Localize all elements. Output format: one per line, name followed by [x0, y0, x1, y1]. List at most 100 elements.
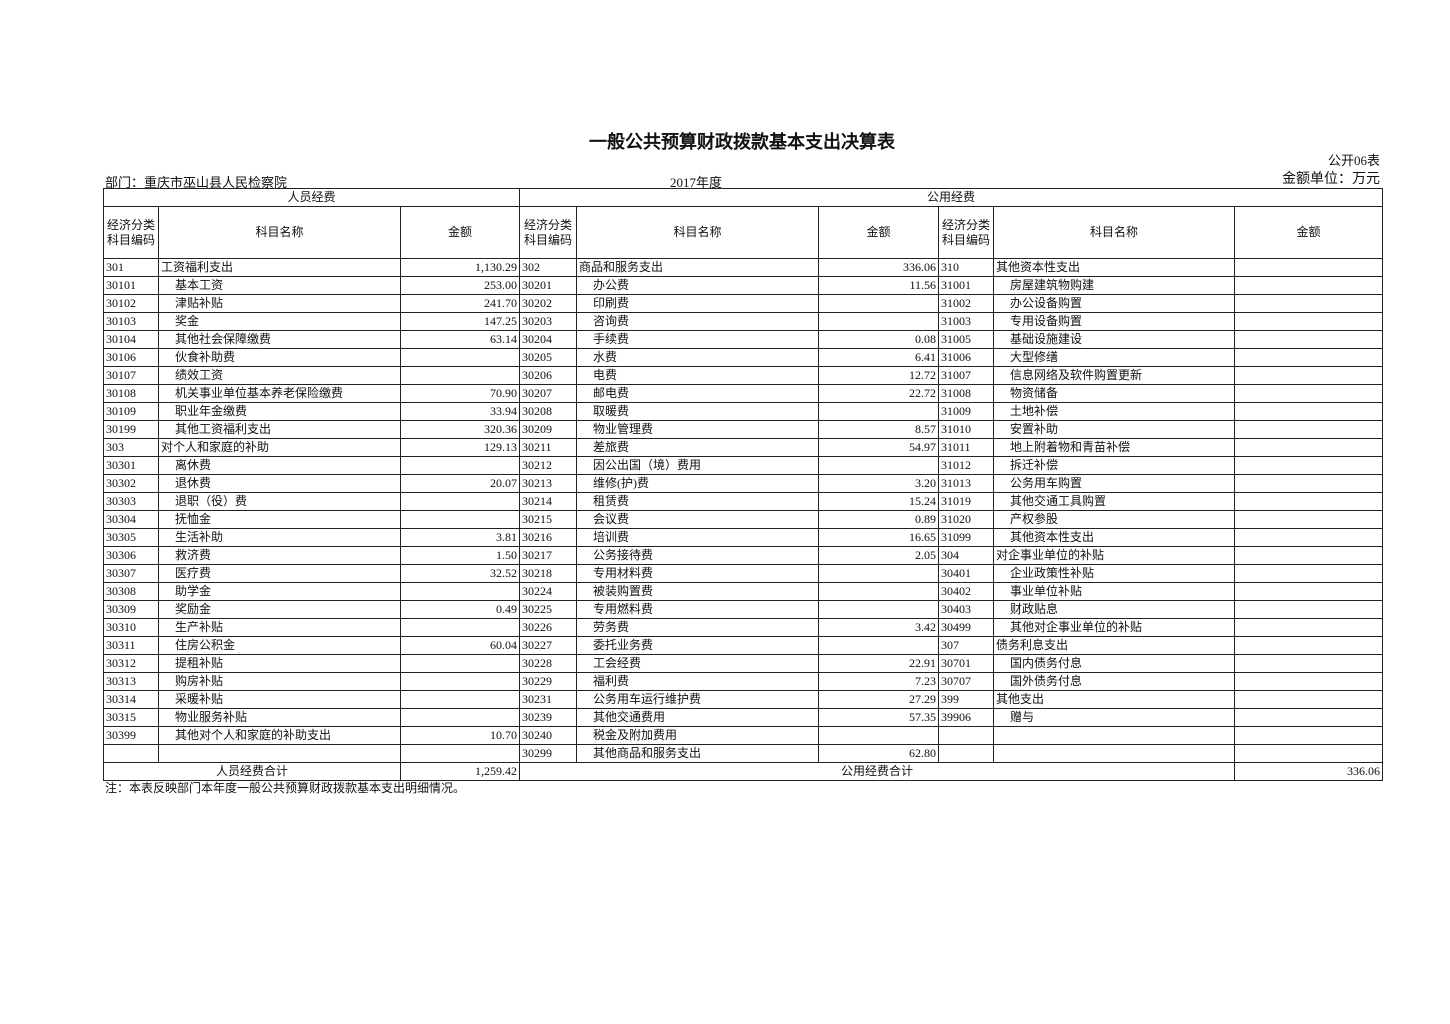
amount-cell — [1234, 330, 1383, 349]
amount-cell: 0.08 — [818, 330, 939, 349]
code-cell: 30201 — [519, 276, 577, 295]
amount-cell — [1234, 744, 1383, 763]
name-cell: 专用材料费 — [576, 564, 819, 583]
table-row: 30304 抚恤金 30215 会议费 0.89 31020 产权参股 — [103, 510, 1383, 529]
amount-cell: 0.89 — [818, 510, 939, 529]
table-row: 30101 基本工资 253.00 30201 办公费 11.56 31001 房屋建筑物购建 — [103, 276, 1383, 295]
name-cell: 被装购置费 — [576, 582, 819, 601]
name-cell: 采暖补贴 — [158, 690, 401, 709]
code-cell: 30209 — [519, 420, 577, 439]
name-cell: 债务利息支出 — [993, 636, 1235, 655]
name-cell: 财政贴息 — [993, 600, 1235, 619]
year: 2017年度 — [670, 175, 723, 190]
code-cell: 31001 — [938, 276, 994, 295]
amount-cell: 7.23 — [818, 672, 939, 691]
table-row: 30102 津贴补贴 241.70 30202 印刷费 31002 办公设备购置 — [103, 294, 1383, 313]
amount-cell — [1234, 546, 1383, 565]
table-row: 人员经费合计 1,259.42 公用经费合计 336.06 — [103, 762, 1383, 781]
amount-cell — [818, 564, 939, 583]
code-cell: 30215 — [519, 510, 577, 529]
name-cell: 奖励金 — [158, 600, 401, 619]
name-cell: 其他资本性支出 — [993, 528, 1235, 547]
amount-cell — [1234, 384, 1383, 403]
table-row: 30399 其他对个人和家庭的补助支出 10.70 30240 税金及附加费用 — [103, 726, 1383, 745]
name-cell: 差旅费 — [576, 438, 819, 457]
amount-cell — [1234, 312, 1383, 331]
table-row: 30106 伙食补助费 30205 水费 6.41 31006 大型修缮 — [103, 348, 1383, 367]
code-cell: 30225 — [519, 600, 577, 619]
table-row: 30199 其他工资福利支出 320.36 30209 物业管理费 8.57 31010 安置… — [103, 420, 1383, 439]
code-cell: 30208 — [519, 402, 577, 421]
amount-cell — [400, 654, 520, 673]
code-cell: 30299 — [519, 744, 577, 763]
table-row: 30108 机关事业单位基本养老保险缴费 70.90 30207 邮电费 22.72 310… — [103, 384, 1383, 403]
code-cell: 30310 — [103, 618, 159, 637]
amount-cell: 16.65 — [818, 528, 939, 547]
amount-cell — [1234, 618, 1383, 637]
table-row: 30307 医疗费 32.52 30218 专用材料费 30401 企业政策性补贴 — [103, 564, 1383, 583]
code-cell: 31008 — [938, 384, 994, 403]
amount-cell: 63.14 — [400, 330, 520, 349]
name-cell: 企业政策性补贴 — [993, 564, 1235, 583]
amount-cell — [1234, 528, 1383, 547]
amount-cell: 1.50 — [400, 546, 520, 565]
code-cell: 30301 — [103, 456, 159, 475]
code-cell: 30402 — [938, 582, 994, 601]
name-cell: 救济费 — [158, 546, 401, 565]
name-cell: 退职（役）费 — [158, 492, 401, 511]
name-cell: 拆迁补偿 — [993, 456, 1235, 475]
name-cell: 其他商品和服务支出 — [576, 744, 819, 763]
amount-cell — [1234, 690, 1383, 709]
amount-cell: 241.70 — [400, 294, 520, 313]
code-cell: 30202 — [519, 294, 577, 313]
code-cell: 30224 — [519, 582, 577, 601]
amount-cell: 27.29 — [818, 690, 939, 709]
code-cell: 30228 — [519, 654, 577, 673]
code-cell: 310 — [938, 258, 994, 277]
name-cell: 其他交通费用 — [576, 708, 819, 727]
name-cell: 购房补贴 — [158, 672, 401, 691]
name-cell: 维修(护)费 — [576, 474, 819, 493]
amount-cell: 15.24 — [818, 492, 939, 511]
code-cell: 302 — [519, 258, 577, 277]
code-cell: 31099 — [938, 528, 994, 547]
name-cell: 租赁费 — [576, 492, 819, 511]
code-cell: 30214 — [519, 492, 577, 511]
code-cell — [938, 726, 994, 745]
name-cell: 土地补偿 — [993, 402, 1235, 421]
name-cell: 手续费 — [576, 330, 819, 349]
name-cell: 提租补贴 — [158, 654, 401, 673]
name-cell: 因公出国（境）费用 — [576, 456, 819, 475]
code-cell: 31019 — [938, 492, 994, 511]
title: 一般公共预算财政拨款基本支出决算表 — [589, 132, 895, 153]
total-label: 公用经费合计 — [519, 762, 1235, 781]
code-cell: 30307 — [103, 564, 159, 583]
code-cell: 30216 — [519, 528, 577, 547]
amount-cell — [1234, 294, 1383, 313]
code-cell: 30101 — [103, 276, 159, 295]
code-cell: 30211 — [519, 438, 577, 457]
amount-cell — [1234, 366, 1383, 385]
name-cell: 伙食补助费 — [158, 348, 401, 367]
table-row: 30103 奖金 147.25 30203 咨询费 31003 专用设备购置 — [103, 312, 1383, 331]
amount-cell: 253.00 — [400, 276, 520, 295]
code-cell: 31006 — [938, 348, 994, 367]
amount-cell: 2.05 — [818, 546, 939, 565]
name-cell: 商品和服务支出 — [576, 258, 819, 277]
table-row: 30310 生产补贴 30226 劳务费 3.42 30499 其他对企事业单位的补贴 — [103, 618, 1383, 637]
code-cell: 31003 — [938, 312, 994, 331]
name-cell — [993, 744, 1235, 763]
code-cell: 31012 — [938, 456, 994, 475]
name-cell: 劳务费 — [576, 618, 819, 637]
name-cell: 奖金 — [158, 312, 401, 331]
code-cell: 30308 — [103, 582, 159, 601]
amount-cell — [1234, 402, 1383, 421]
name-cell: 生产补贴 — [158, 618, 401, 637]
total-amount: 1,259.42 — [400, 762, 520, 781]
code-cell: 30240 — [519, 726, 577, 745]
amount-cell: 20.07 — [400, 474, 520, 493]
amount-cell: 11.56 — [818, 276, 939, 295]
code-cell: 39906 — [938, 708, 994, 727]
name-cell: 离休费 — [158, 456, 401, 475]
name-cell: 对企事业单位的补贴 — [993, 546, 1235, 565]
